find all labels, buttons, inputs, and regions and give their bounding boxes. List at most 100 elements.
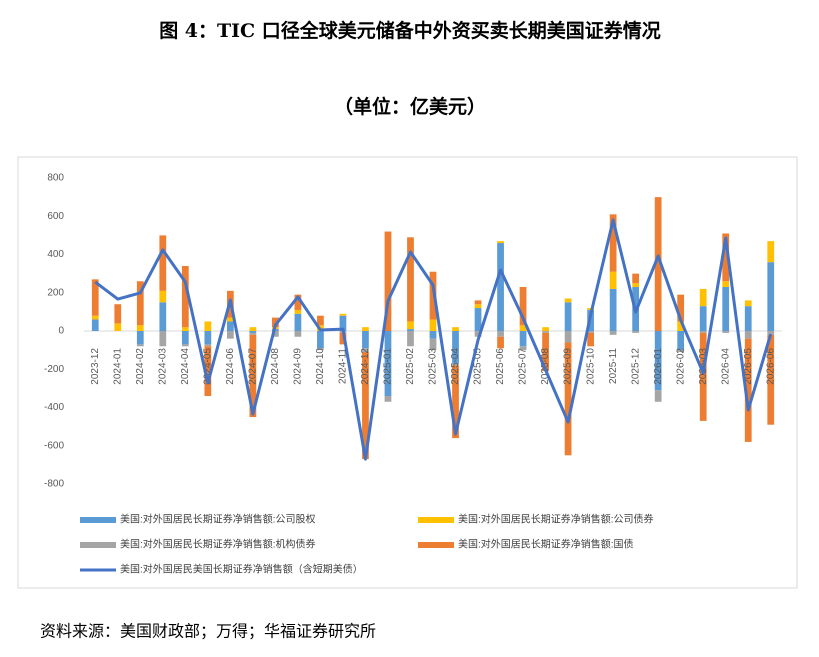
bar-segment — [181, 331, 189, 345]
bar-segment — [226, 331, 234, 339]
bar-segment — [497, 243, 504, 331]
bar-segment — [294, 331, 302, 337]
bar-segment — [609, 271, 617, 289]
bar-segment — [429, 331, 437, 339]
x-tick-label: 2024-10 — [315, 348, 326, 385]
source: 资料来源：美国财政部；万得；华福证券研究所 — [40, 622, 376, 641]
bar-segment — [294, 309, 302, 314]
y-tick-label: -800 — [44, 479, 64, 490]
bar-segment — [407, 331, 414, 347]
x-tick-label: 2025-10 — [585, 348, 596, 385]
bar-segment — [429, 271, 437, 320]
x-tick-label: 2026-01 — [653, 348, 664, 385]
y-tick-label: 200 — [47, 287, 64, 298]
y-tick-label: -400 — [44, 402, 64, 413]
bar-segment — [317, 331, 324, 349]
bar-segment — [294, 313, 302, 331]
x-tick-label: 2024-06 — [225, 348, 236, 385]
x-tick-label: 2024-02 — [135, 348, 146, 385]
bar-segment — [204, 331, 212, 345]
bar-segment — [339, 315, 347, 331]
bar-segment — [564, 298, 572, 303]
bar-segment — [272, 317, 279, 328]
bar-segment — [767, 331, 775, 335]
bar-segment — [249, 331, 257, 333]
x-tick-label: 2026-05 — [743, 348, 754, 385]
x-tick-label: 2025-07 — [518, 348, 529, 385]
x-tick-label: 2025-08 — [540, 348, 551, 385]
bar-segment — [159, 302, 167, 331]
legend-label: 美国:对外国居民长期证券净销售额:公司股权 — [120, 513, 316, 526]
bar-segment — [452, 327, 459, 331]
bar-segment — [429, 338, 437, 351]
bar-segment — [362, 348, 369, 353]
bar-segment — [226, 321, 234, 331]
bar-segment — [587, 331, 594, 333]
x-tick-label: 2025-12 — [630, 348, 641, 385]
bar-segment — [384, 231, 392, 331]
bar-segment — [204, 346, 212, 397]
bar-segment — [159, 290, 167, 303]
bar-segment — [91, 279, 99, 316]
bar-segment — [294, 294, 302, 310]
bar-segment — [136, 325, 144, 331]
bar-segment — [744, 331, 752, 339]
bar-segment — [136, 331, 144, 345]
line — [94, 218, 773, 461]
bar-segment — [272, 331, 279, 337]
y-tick-label: 400 — [47, 249, 64, 260]
legend-swatch — [80, 517, 116, 523]
subtitle: （单位：亿美元） — [334, 95, 486, 118]
bar-segment — [632, 283, 640, 288]
bar-segment — [677, 331, 685, 351]
legend-label: 美国:对外国居民美国长期证券净销售额（含短期美债） — [120, 563, 363, 576]
bar-segment — [677, 294, 685, 322]
bar-segment — [497, 331, 504, 337]
bar-segment — [91, 319, 99, 331]
bar-segment — [181, 344, 189, 347]
bar-segment — [699, 332, 707, 421]
x-tick-label: 2024-11 — [338, 348, 349, 384]
bar-segment — [249, 327, 257, 331]
bar-segment — [362, 331, 369, 349]
legend-label: 美国:对外国居民长期证券净销售额:公司债券 — [458, 513, 654, 526]
x-tick-label: 2024-04 — [180, 348, 191, 385]
bar-segment — [114, 304, 122, 324]
bar-segment — [339, 332, 347, 345]
bar-segment — [204, 344, 212, 347]
bar-segment — [452, 365, 459, 439]
bar-segment — [362, 327, 369, 331]
x-tick-label: 2023-12 — [90, 348, 101, 385]
y-tick-label: -600 — [44, 440, 64, 451]
x-tick-label: 2025-02 — [405, 348, 416, 385]
bar-segment — [159, 331, 167, 347]
bar-segment — [722, 331, 730, 333]
bar-segment — [609, 288, 617, 331]
bar-segment — [384, 396, 392, 402]
bar-segment — [474, 304, 482, 309]
bar-segment — [474, 331, 482, 337]
bar-segment — [159, 235, 167, 291]
legend-swatch — [418, 517, 454, 523]
x-tick-label: 2024-03 — [157, 348, 168, 385]
y-tick-label: 600 — [47, 211, 64, 222]
x-tick-label: 2025-09 — [563, 348, 574, 385]
bar-segment — [497, 241, 504, 244]
bar-segment — [654, 390, 662, 402]
bar-segment — [91, 315, 99, 320]
bar-segment — [767, 241, 775, 263]
bar-segment — [564, 302, 572, 331]
x-tick-label: 2025-05 — [473, 348, 484, 385]
y-tick-label: 0 — [58, 326, 64, 337]
bar-segment — [474, 300, 482, 305]
legend-swatch — [418, 542, 454, 548]
bar-segment — [767, 262, 775, 331]
bar-segment — [677, 350, 685, 353]
bar-segment — [429, 319, 437, 331]
bar-segment — [226, 317, 234, 322]
bar-segment — [587, 332, 594, 347]
bar-segment — [699, 306, 707, 331]
bar-segment — [722, 233, 730, 282]
bar-segment — [317, 348, 324, 351]
